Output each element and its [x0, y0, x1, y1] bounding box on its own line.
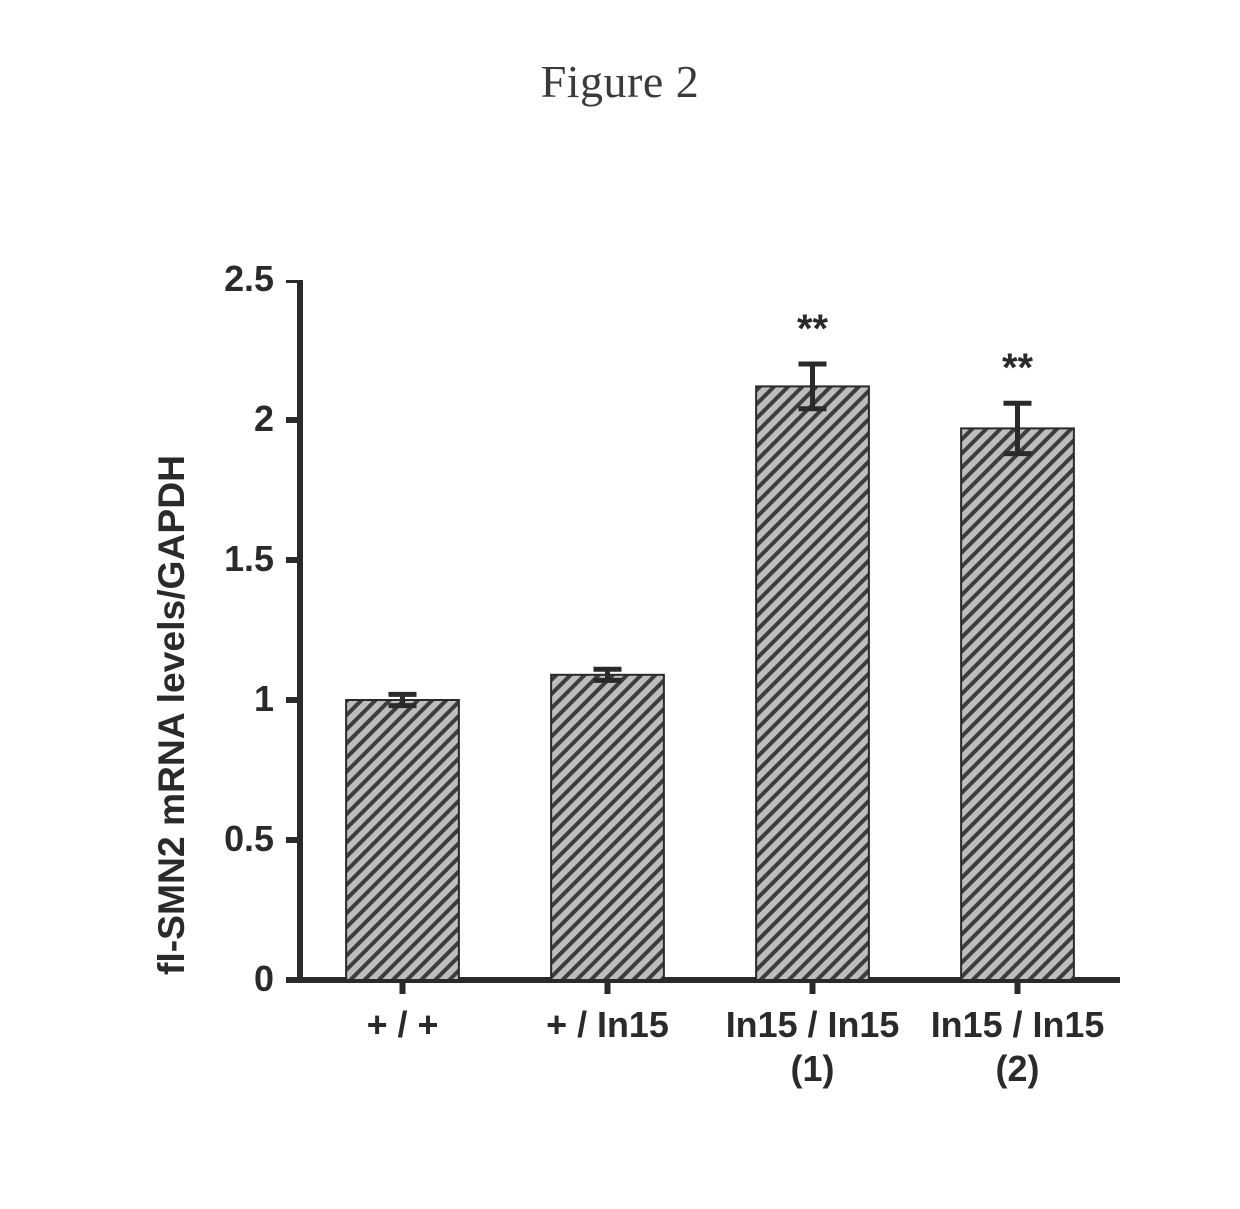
y-tick-label: 0.5	[100, 818, 274, 860]
y-tick-label: 1	[100, 678, 274, 720]
x-category-label: + / In15	[505, 1004, 710, 1046]
y-tick-label: 0	[100, 958, 274, 1000]
x-category-label: In15 / In15	[710, 1004, 915, 1046]
bar-chart: **** fl-SMN2 mRNA levels/GAPDH 00.511.52…	[100, 280, 1160, 1140]
svg-text:**: **	[1002, 346, 1034, 390]
y-tick-label: 2.5	[100, 258, 274, 300]
y-tick-label: 1.5	[100, 538, 274, 580]
y-tick-label: 2	[100, 398, 274, 440]
figure-wrap: Figure 2 **** fl-SMN2 mRNA levels/GAPDH …	[0, 0, 1240, 1209]
figure-title: Figure 2	[0, 55, 1240, 108]
x-category-label: + / +	[300, 1004, 505, 1046]
svg-text:**: **	[797, 307, 829, 351]
x-category-sublabel: (2)	[915, 1048, 1120, 1090]
x-category-label: In15 / In15	[915, 1004, 1120, 1046]
x-category-sublabel: (1)	[710, 1048, 915, 1090]
